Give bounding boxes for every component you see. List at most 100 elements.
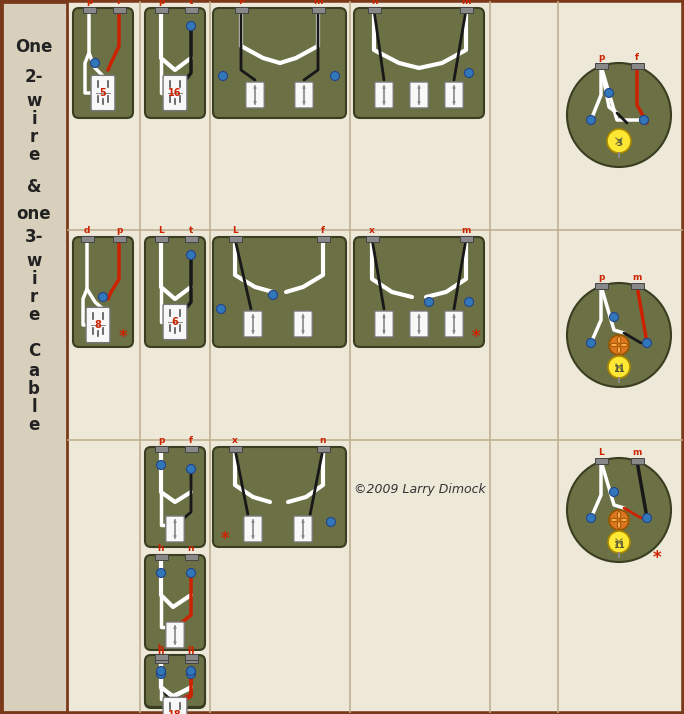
FancyBboxPatch shape xyxy=(375,311,393,337)
Text: w: w xyxy=(26,252,42,270)
Bar xyxy=(155,654,168,660)
FancyBboxPatch shape xyxy=(163,304,187,340)
Circle shape xyxy=(187,465,196,473)
FancyBboxPatch shape xyxy=(354,237,484,347)
Bar xyxy=(594,283,607,289)
Bar xyxy=(185,554,198,560)
Circle shape xyxy=(217,304,226,313)
Bar xyxy=(83,7,96,13)
Bar xyxy=(594,63,607,69)
Circle shape xyxy=(187,251,196,259)
Circle shape xyxy=(605,89,614,98)
FancyBboxPatch shape xyxy=(244,516,262,542)
Text: n: n xyxy=(187,544,194,553)
Ellipse shape xyxy=(620,518,627,522)
Text: t: t xyxy=(189,226,193,235)
Bar xyxy=(235,7,248,13)
FancyBboxPatch shape xyxy=(375,82,393,108)
Bar xyxy=(460,236,473,242)
FancyBboxPatch shape xyxy=(354,8,484,118)
Circle shape xyxy=(252,535,254,538)
Circle shape xyxy=(254,86,256,89)
Bar xyxy=(317,236,330,242)
Circle shape xyxy=(417,86,421,89)
Circle shape xyxy=(187,666,196,675)
Circle shape xyxy=(187,21,196,31)
Text: b: b xyxy=(28,380,40,398)
Ellipse shape xyxy=(620,343,627,347)
Bar xyxy=(631,63,644,69)
Circle shape xyxy=(302,86,306,89)
Bar xyxy=(2,2,67,712)
Circle shape xyxy=(302,521,304,523)
Bar xyxy=(185,236,198,242)
FancyBboxPatch shape xyxy=(213,237,346,347)
Circle shape xyxy=(567,458,671,562)
FancyBboxPatch shape xyxy=(145,447,205,547)
Circle shape xyxy=(453,86,456,89)
Circle shape xyxy=(174,626,176,630)
Text: p: p xyxy=(158,436,164,445)
Bar xyxy=(155,446,168,452)
Bar xyxy=(112,7,125,13)
Text: ©2009 Larry Dimock: ©2009 Larry Dimock xyxy=(354,483,486,496)
Circle shape xyxy=(642,513,651,523)
Text: f: f xyxy=(635,53,639,62)
Ellipse shape xyxy=(617,511,621,518)
Circle shape xyxy=(417,329,421,333)
Circle shape xyxy=(157,666,166,675)
Text: 8: 8 xyxy=(94,320,101,330)
Text: 3-: 3- xyxy=(25,228,43,246)
FancyBboxPatch shape xyxy=(293,311,313,337)
Text: h: h xyxy=(158,647,164,656)
Text: r: r xyxy=(30,128,38,146)
Text: m: m xyxy=(461,226,471,235)
Circle shape xyxy=(464,298,473,306)
Text: m: m xyxy=(632,448,642,457)
Text: e: e xyxy=(28,146,40,164)
Bar xyxy=(228,446,241,452)
Text: h: h xyxy=(158,644,164,653)
Text: w: w xyxy=(26,92,42,110)
Bar xyxy=(155,554,168,560)
Circle shape xyxy=(157,568,166,578)
Circle shape xyxy=(586,513,596,523)
Circle shape xyxy=(609,488,618,496)
Circle shape xyxy=(382,101,386,104)
Circle shape xyxy=(382,329,386,333)
Text: n: n xyxy=(319,436,326,445)
FancyBboxPatch shape xyxy=(293,516,313,542)
Bar xyxy=(367,7,380,13)
Circle shape xyxy=(252,329,254,333)
Text: r: r xyxy=(30,288,38,306)
Text: 5: 5 xyxy=(100,88,107,98)
Circle shape xyxy=(609,335,629,355)
Bar xyxy=(185,654,198,660)
Ellipse shape xyxy=(611,518,618,522)
FancyBboxPatch shape xyxy=(166,516,184,542)
Text: p: p xyxy=(86,0,92,6)
Text: 3: 3 xyxy=(616,139,622,149)
Bar xyxy=(460,7,473,13)
Bar xyxy=(155,236,168,242)
Text: m: m xyxy=(461,0,471,6)
Text: x: x xyxy=(369,226,375,235)
FancyBboxPatch shape xyxy=(145,655,205,707)
Bar xyxy=(317,446,330,452)
Circle shape xyxy=(187,670,196,678)
Text: L: L xyxy=(158,226,164,235)
Text: p: p xyxy=(598,273,604,282)
FancyBboxPatch shape xyxy=(73,237,133,347)
Text: p: p xyxy=(116,226,122,235)
Text: d: d xyxy=(84,226,90,235)
FancyBboxPatch shape xyxy=(91,76,115,111)
Text: h: h xyxy=(158,544,164,553)
Circle shape xyxy=(174,535,176,538)
Circle shape xyxy=(302,316,304,318)
Circle shape xyxy=(302,535,304,538)
Text: One: One xyxy=(15,38,53,56)
FancyBboxPatch shape xyxy=(445,311,463,337)
Text: *: * xyxy=(653,549,661,567)
Bar xyxy=(631,283,644,289)
Bar xyxy=(112,236,125,242)
